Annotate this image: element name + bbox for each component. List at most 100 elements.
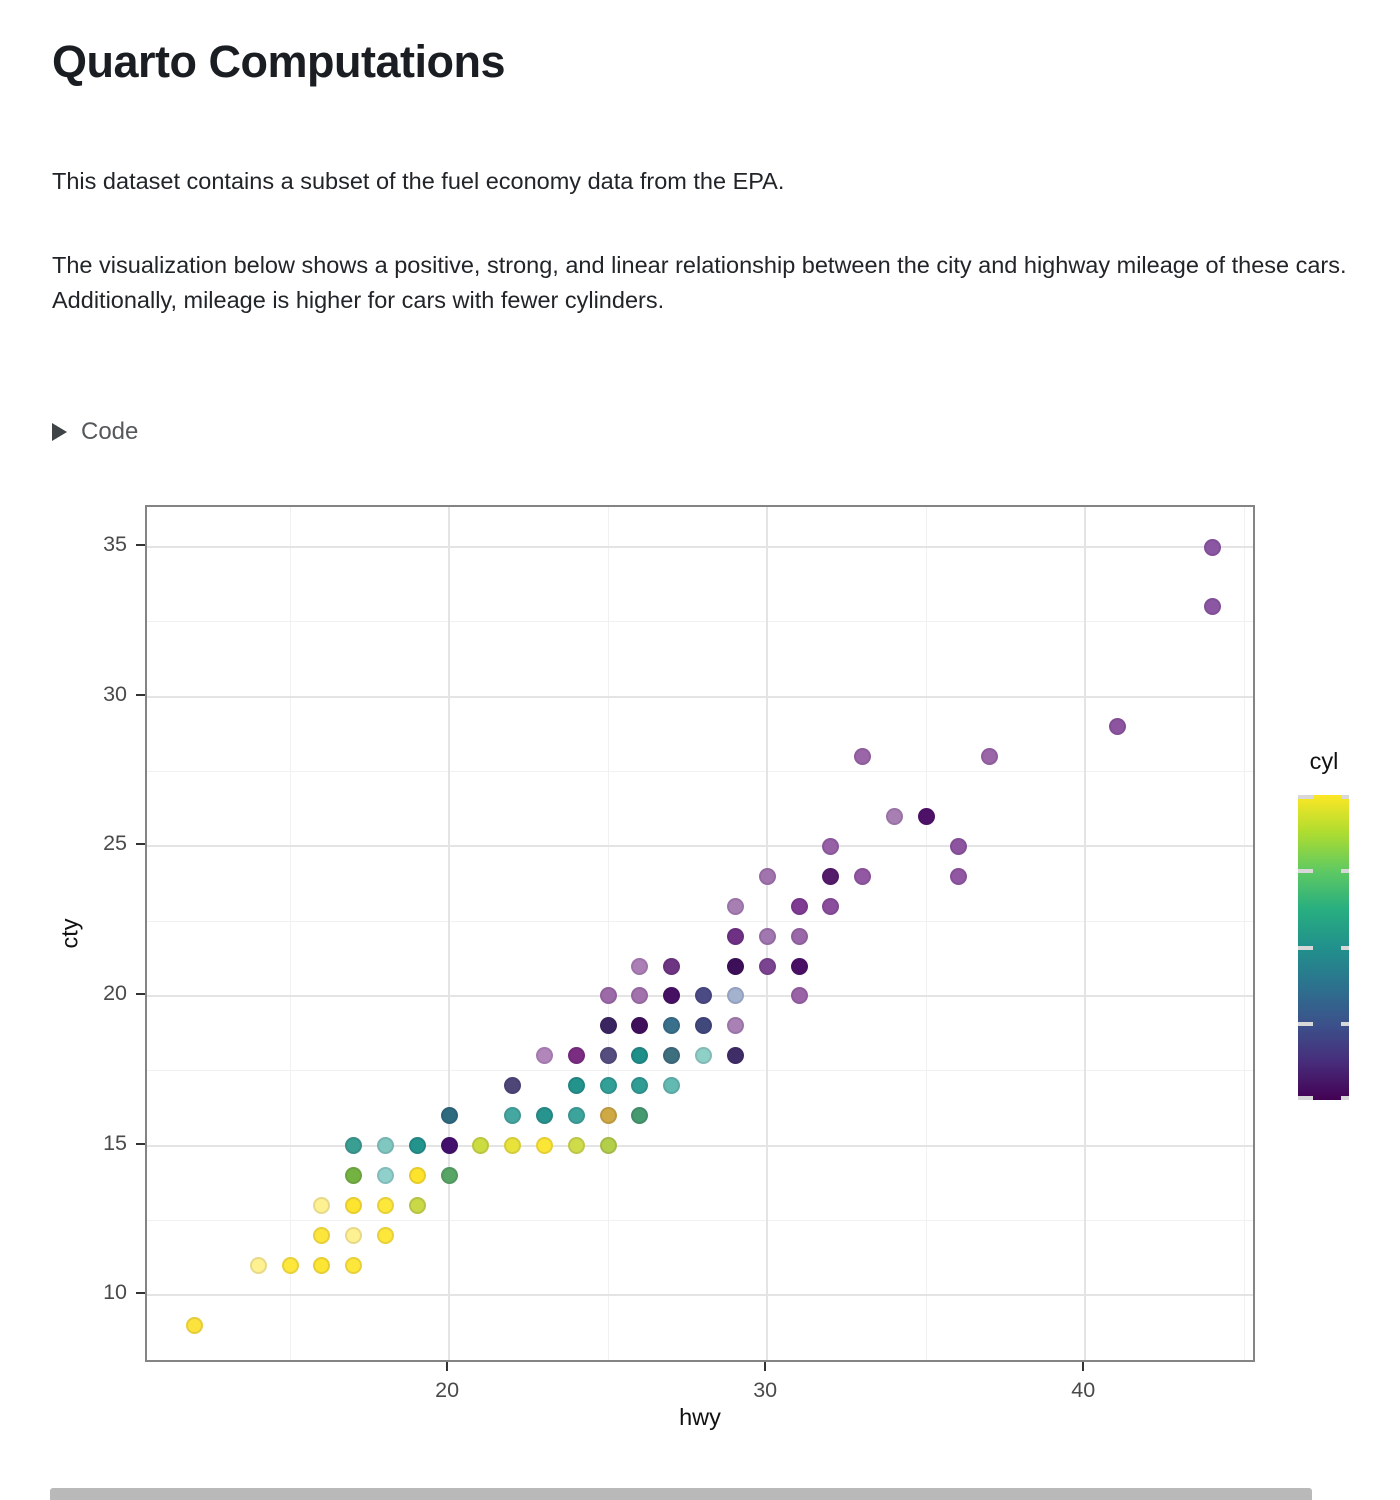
y-axis-tick xyxy=(136,693,145,696)
y-major-gridline xyxy=(147,845,1253,848)
y-axis-tick-label: 25 xyxy=(103,831,127,856)
data-point xyxy=(249,1256,267,1274)
data-point xyxy=(472,1137,490,1155)
data-point xyxy=(822,867,840,885)
data-point xyxy=(854,867,872,885)
y-axis-tick-label: 35 xyxy=(103,532,127,557)
colorbar-tick-right xyxy=(1341,869,1349,874)
data-point xyxy=(536,1107,554,1125)
data-point xyxy=(345,1137,363,1155)
data-point xyxy=(631,1047,649,1065)
data-point xyxy=(408,1196,426,1214)
x-major-gridline xyxy=(448,507,451,1360)
data-point xyxy=(599,1077,617,1095)
data-point xyxy=(313,1256,331,1274)
y-axis-tick xyxy=(136,1292,145,1295)
x-minor-gridline xyxy=(289,507,291,1360)
data-point xyxy=(726,957,744,975)
data-point xyxy=(345,1196,363,1214)
data-point xyxy=(186,1316,204,1334)
y-axis-tick xyxy=(136,1142,145,1145)
data-point xyxy=(695,1047,713,1065)
code-fold-toggle[interactable]: Code xyxy=(52,418,138,446)
data-point xyxy=(949,867,967,885)
data-point xyxy=(377,1196,395,1214)
data-point xyxy=(567,1107,585,1125)
data-point xyxy=(345,1256,363,1274)
y-major-gridline xyxy=(147,546,1253,549)
data-point xyxy=(567,1137,585,1155)
code-toggle-label: Code xyxy=(81,418,139,445)
data-point xyxy=(854,748,872,766)
data-point xyxy=(758,927,776,945)
x-major-gridline xyxy=(1084,507,1087,1360)
x-axis-tick-label: 30 xyxy=(753,1378,778,1402)
data-point xyxy=(504,1107,522,1125)
data-point xyxy=(1203,598,1221,616)
data-point xyxy=(631,1107,649,1125)
y-axis-tick-label: 30 xyxy=(103,681,127,706)
data-point xyxy=(504,1077,522,1095)
data-point xyxy=(631,987,649,1005)
data-point xyxy=(599,1107,617,1125)
data-point xyxy=(345,1226,363,1244)
y-minor-gridline xyxy=(147,1219,1253,1221)
data-point xyxy=(663,1047,681,1065)
y-axis-tick-label: 15 xyxy=(103,1130,127,1155)
x-axis-tick-label: 40 xyxy=(1071,1378,1096,1402)
data-point xyxy=(917,807,935,825)
y-axis-tick xyxy=(136,544,145,547)
data-point xyxy=(726,897,744,915)
colorbar-tick-left xyxy=(1298,795,1313,799)
data-point xyxy=(440,1107,458,1125)
y-minor-gridline xyxy=(147,920,1253,922)
data-point xyxy=(536,1047,554,1065)
y-axis-tick xyxy=(136,992,145,995)
data-point xyxy=(695,987,713,1005)
data-point xyxy=(313,1196,331,1214)
data-point xyxy=(536,1137,554,1155)
x-minor-gridline xyxy=(925,507,927,1360)
y-axis-tick-label: 20 xyxy=(103,980,127,1005)
data-point xyxy=(981,748,999,766)
data-point xyxy=(377,1226,395,1244)
x-minor-gridline xyxy=(1243,507,1245,1360)
colorbar-tick-right xyxy=(1341,1021,1349,1026)
data-point xyxy=(1203,538,1221,556)
plot-panel xyxy=(145,505,1255,1362)
colorbar-tick-left xyxy=(1298,945,1313,950)
x-minor-gridline xyxy=(607,507,609,1360)
page-title: Quarto Computations xyxy=(52,36,505,87)
y-minor-gridline xyxy=(147,771,1253,773)
data-point xyxy=(599,1017,617,1035)
y-axis-title: cty xyxy=(56,918,83,949)
description-paragraph: The visualization below shows a positive… xyxy=(52,251,1347,313)
data-point xyxy=(726,1017,744,1035)
data-point xyxy=(631,1077,649,1095)
data-point xyxy=(313,1226,331,1244)
y-major-gridline xyxy=(147,1144,1253,1147)
colorbar-tick-right xyxy=(1341,795,1349,799)
data-point xyxy=(599,987,617,1005)
colorbar-tick-left xyxy=(1298,869,1313,874)
data-point xyxy=(790,897,808,915)
data-point xyxy=(822,837,840,855)
triangle-right-icon xyxy=(52,423,67,441)
intro-paragraph: This dataset contains a subset of the fu… xyxy=(52,167,785,194)
y-axis-tick xyxy=(136,843,145,846)
data-point xyxy=(790,927,808,945)
legend-colorbar xyxy=(1298,795,1349,1100)
colorbar-tick-right xyxy=(1341,1096,1349,1100)
y-axis-tick-label: 10 xyxy=(103,1280,127,1305)
data-point xyxy=(504,1137,522,1155)
data-point xyxy=(377,1166,395,1184)
data-point xyxy=(726,927,744,945)
colorbar-tick-right xyxy=(1341,945,1349,950)
data-point xyxy=(377,1137,395,1155)
data-point xyxy=(885,807,903,825)
y-major-gridline xyxy=(147,1294,1253,1297)
data-point xyxy=(758,957,776,975)
x-axis-tick xyxy=(764,1362,767,1371)
data-point xyxy=(695,1017,713,1035)
